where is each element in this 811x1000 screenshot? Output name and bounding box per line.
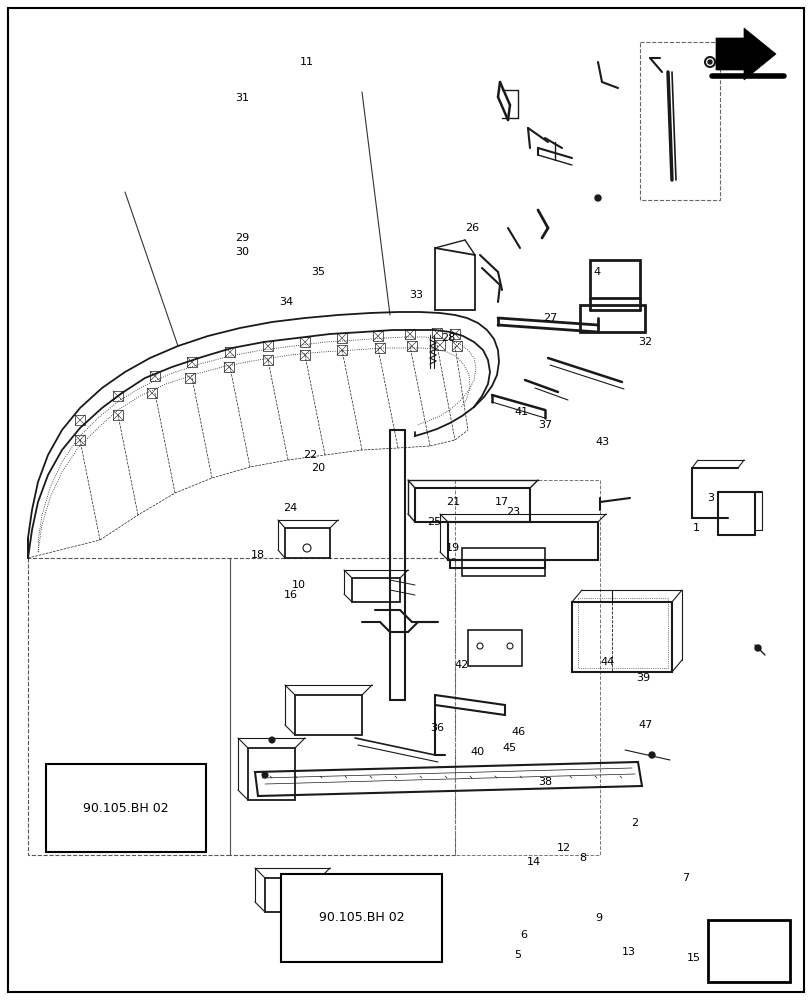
- Text: 8: 8: [579, 853, 586, 863]
- Text: 41: 41: [513, 407, 528, 417]
- Text: 38: 38: [538, 777, 552, 787]
- Text: 32: 32: [637, 337, 652, 347]
- Text: 45: 45: [502, 743, 517, 753]
- Text: 90.105.BH 02: 90.105.BH 02: [318, 911, 404, 924]
- Text: 22: 22: [303, 450, 317, 460]
- Polygon shape: [715, 28, 775, 80]
- Circle shape: [648, 752, 654, 758]
- Text: 36: 36: [429, 723, 444, 733]
- Text: 1: 1: [693, 523, 699, 533]
- Circle shape: [707, 60, 711, 64]
- Text: 12: 12: [556, 843, 571, 853]
- Text: 25: 25: [427, 517, 441, 527]
- Text: 18: 18: [251, 550, 265, 560]
- Text: 40: 40: [470, 747, 484, 757]
- Text: 47: 47: [637, 720, 652, 730]
- Circle shape: [594, 195, 600, 201]
- Text: 31: 31: [234, 93, 249, 103]
- Text: 19: 19: [445, 543, 460, 553]
- Text: 14: 14: [526, 857, 541, 867]
- Text: 44: 44: [599, 657, 614, 667]
- Circle shape: [754, 645, 760, 651]
- Text: 13: 13: [621, 947, 636, 957]
- Text: 24: 24: [283, 503, 298, 513]
- Text: 26: 26: [465, 223, 479, 233]
- Text: 37: 37: [538, 420, 552, 430]
- Text: 6: 6: [520, 930, 526, 940]
- Text: 4: 4: [593, 267, 599, 277]
- Text: 17: 17: [494, 497, 508, 507]
- Text: 42: 42: [453, 660, 468, 670]
- Text: 28: 28: [440, 333, 455, 343]
- Text: 10: 10: [291, 580, 306, 590]
- Text: 30: 30: [234, 247, 249, 257]
- Text: 20: 20: [311, 463, 325, 473]
- Text: 21: 21: [445, 497, 460, 507]
- Text: 39: 39: [635, 673, 650, 683]
- Text: 3: 3: [706, 493, 713, 503]
- Text: 43: 43: [594, 437, 609, 447]
- Text: 23: 23: [505, 507, 520, 517]
- Circle shape: [268, 737, 275, 743]
- Text: 46: 46: [510, 727, 525, 737]
- Text: 2: 2: [631, 818, 637, 828]
- Bar: [707, 920, 789, 982]
- Circle shape: [262, 772, 268, 778]
- Text: 7: 7: [682, 873, 689, 883]
- Text: 27: 27: [543, 313, 557, 323]
- Text: 35: 35: [311, 267, 325, 277]
- Text: 34: 34: [278, 297, 293, 307]
- Text: 5: 5: [514, 950, 521, 960]
- Text: 33: 33: [408, 290, 423, 300]
- Text: 90.105.BH 02: 90.105.BH 02: [83, 801, 169, 814]
- Text: 16: 16: [283, 590, 298, 600]
- Text: 15: 15: [686, 953, 701, 963]
- Text: 11: 11: [299, 57, 314, 67]
- Text: 9: 9: [595, 913, 602, 923]
- Text: 29: 29: [234, 233, 249, 243]
